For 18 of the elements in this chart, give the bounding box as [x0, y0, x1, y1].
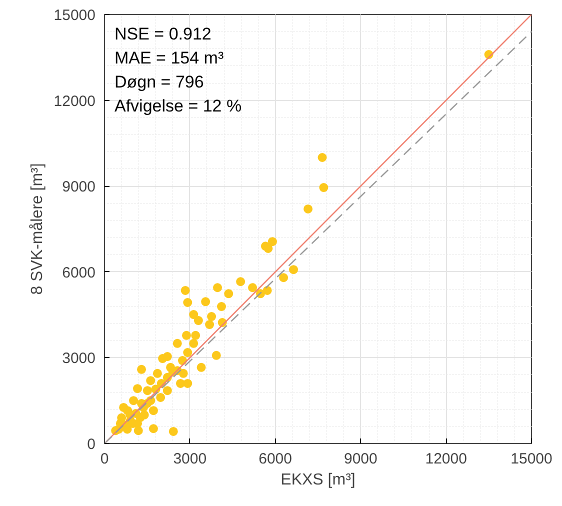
y-tick-label: 15000: [54, 7, 96, 24]
y-tick-label: 12000: [54, 92, 96, 110]
y-tick-label: 6000: [62, 264, 96, 282]
y-tick-label: 3000: [62, 350, 96, 368]
annotation: MAE = 154 m³: [114, 48, 224, 68]
y-tick-label: 0: [87, 436, 96, 453]
annotation: Afvigelse = 12 %: [114, 96, 242, 116]
x-tick-label: 3000: [173, 450, 207, 468]
y-axis-title: 8 SVK-målere [m³]: [28, 163, 46, 295]
y-tick-label: 9000: [62, 178, 96, 196]
x-tick-label: 15000: [510, 450, 552, 468]
x-tick-label: 0: [100, 450, 109, 468]
x-axis-title: EKXS [m³]: [280, 472, 356, 488]
x-tick-label: 12000: [425, 450, 467, 468]
x-tick-label: 6000: [258, 450, 292, 468]
annotation: Døgn = 796: [114, 72, 204, 92]
annotation: NSE = 0.912: [114, 24, 212, 44]
x-tick-label: 9000: [344, 450, 378, 468]
